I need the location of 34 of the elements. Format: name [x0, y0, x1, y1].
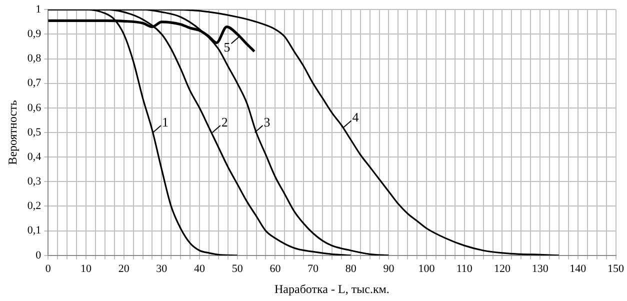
y-tick-label: 0,6 [27, 102, 42, 114]
y-tick-label: 0,2 [27, 200, 42, 212]
x-tick-label: 90 [383, 262, 395, 275]
x-tick-label: 130 [532, 262, 549, 275]
x-tick-label: 110 [456, 262, 473, 275]
x-tick-label: 0 [45, 262, 52, 275]
y-tick-label: 0,3 [27, 176, 42, 188]
x-tick-label: 50 [232, 262, 244, 275]
y-tick-label: 0 [36, 249, 42, 262]
x-tick-label: 10 [80, 262, 92, 275]
x-axis-title: Наработка - L, тыс.км. [274, 282, 390, 296]
x-tick-label: 40 [194, 262, 206, 275]
x-tick-label: 80 [345, 262, 357, 275]
x-tick-label: 140 [570, 262, 587, 275]
y-tick-label: 0,7 [27, 77, 42, 90]
annotation: 1 [162, 114, 168, 130]
x-tick-label: 30 [156, 262, 168, 275]
annotation: 5 [224, 40, 230, 55]
y-tick-label: 0,5 [27, 126, 42, 138]
x-tick-label: 150 [608, 262, 624, 275]
y-tick-label: 0,1 [27, 224, 42, 237]
x-tick-label: 20 [118, 262, 130, 275]
y-tick-label: 0,8 [27, 52, 42, 65]
x-tick-label: 60 [270, 262, 282, 275]
x-tick-label: 100 [418, 262, 436, 275]
annotation: 2 [221, 114, 228, 130]
x-tick-label: 70 [308, 262, 320, 275]
y-tick-label: 0,9 [27, 28, 42, 40]
y-axis-title: Вероятность [5, 100, 20, 165]
x-tick-label: 120 [494, 262, 511, 275]
y-tick-label: 1 [36, 3, 42, 16]
annotation: 4 [352, 110, 360, 125]
y-tick-label: 0,4 [27, 150, 42, 163]
annotation: 3 [264, 114, 270, 130]
